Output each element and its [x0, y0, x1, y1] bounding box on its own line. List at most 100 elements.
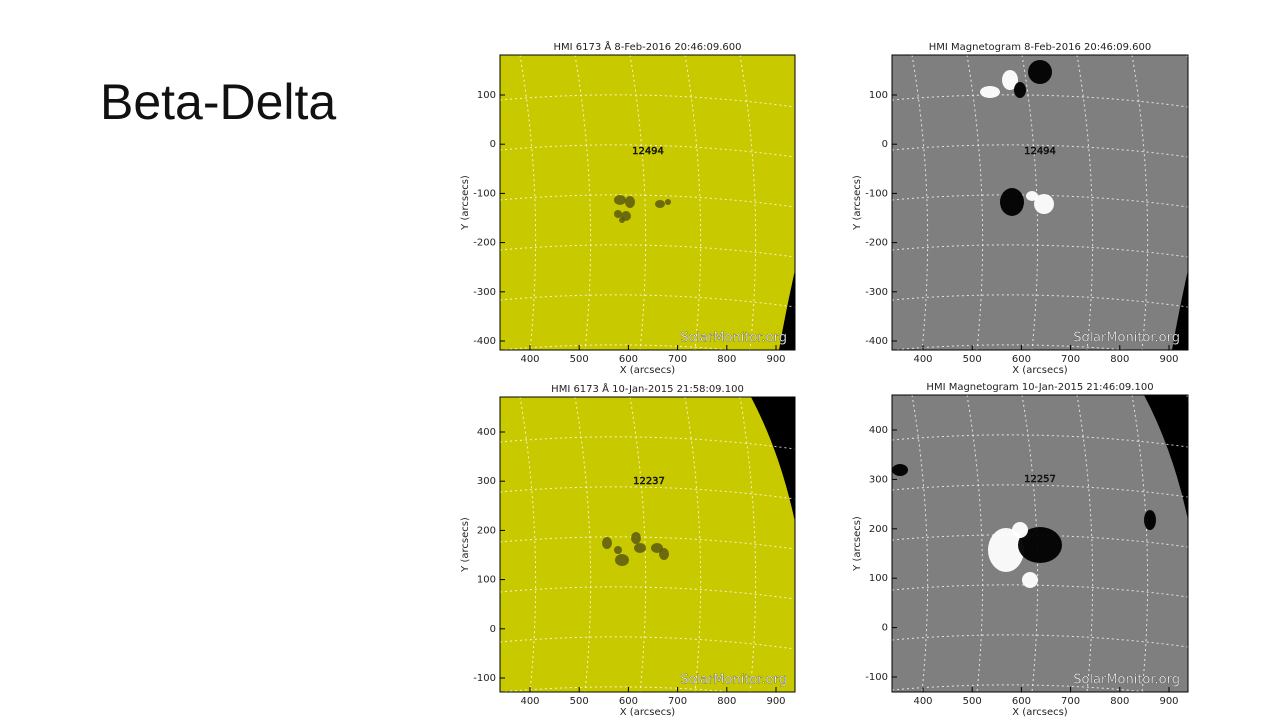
y-tick-label: 200: [869, 524, 888, 535]
y-tick-label: 0: [490, 624, 496, 635]
magnetic-patch: [980, 86, 1000, 98]
y-tick-label: 0: [882, 139, 888, 150]
solar-panel: HMI 6173 Å 10-Jan-2015 21:58:09.100 12237…: [460, 382, 796, 718]
panel-title: HMI 6173 Å 10-Jan-2015 21:58:09.100: [551, 382, 744, 395]
x-tick-label: 800: [717, 354, 736, 365]
y-tick-label: -300: [865, 287, 888, 298]
region-label: 12237: [633, 476, 665, 487]
x-tick-label: 400: [520, 354, 539, 365]
magnetic-patch: [1000, 188, 1024, 216]
y-tick-label: -300: [473, 287, 496, 298]
y-tick-label: 100: [869, 573, 888, 584]
y-tick-label: -200: [473, 238, 496, 249]
magnetic-patch: [892, 464, 908, 476]
region-label: 12494: [632, 146, 664, 157]
y-tick-label: -200: [865, 238, 888, 249]
grid-line: [1186, 55, 1188, 65]
sunspot: [659, 548, 669, 560]
magnetic-patch: [1002, 70, 1018, 90]
disk: [500, 397, 795, 692]
frame: [891, 394, 1189, 693]
y-axis-label: Y (arcsecs): [460, 517, 471, 573]
grid-line: [794, 55, 795, 59]
y-axis-label: Y (arcsecs): [852, 175, 863, 231]
magnetic-patch: [1014, 82, 1026, 98]
y-tick-label: -100: [473, 188, 496, 199]
space: [779, 270, 795, 350]
magnetic-patch: [988, 528, 1024, 572]
solar-panel: HMI Magnetogram 8-Feb-2016 20:46:09.600 1…: [852, 42, 1189, 376]
watermark: SolarMonitor.org: [680, 673, 787, 688]
y-tick-label: 100: [477, 90, 496, 101]
sunspot: [615, 554, 629, 566]
y-tick-label: 300: [869, 474, 888, 485]
x-tick-label: 600: [619, 354, 638, 365]
x-tick-label: 500: [570, 354, 589, 365]
magnetic-patch: [1022, 572, 1038, 588]
panel-image: [500, 397, 795, 692]
slide-title: Beta-Delta: [100, 74, 336, 130]
x-axis-label: X (arcsecs): [620, 365, 676, 376]
sunspot: [655, 200, 665, 208]
y-tick-label: 100: [869, 90, 888, 101]
y-tick-label: 400: [477, 427, 496, 438]
grid-line: [1186, 395, 1188, 405]
x-tick-label: 500: [963, 354, 982, 365]
y-tick-label: -100: [865, 188, 888, 199]
x-tick-label: 800: [1110, 354, 1129, 365]
x-tick-label: 400: [520, 696, 539, 707]
x-tick-label: 400: [913, 354, 932, 365]
x-tick-label: 400: [913, 696, 932, 707]
x-tick-label: 600: [1012, 354, 1031, 365]
y-tick-label: -100: [473, 673, 496, 684]
sunspot: [631, 532, 641, 544]
y-tick-label: 100: [477, 575, 496, 586]
magnetic-patch: [1028, 60, 1052, 84]
y-tick-label: 200: [477, 525, 496, 536]
x-tick-label: 900: [1159, 354, 1178, 365]
panel-title: HMI Magnetogram 8-Feb-2016 20:46:09.600: [929, 42, 1152, 53]
sunspot: [602, 537, 612, 549]
x-axis-label: X (arcsecs): [620, 707, 676, 718]
x-tick-label: 700: [668, 354, 687, 365]
sunspot: [619, 217, 625, 223]
space: [1144, 395, 1188, 520]
frame: [499, 54, 796, 351]
watermark: SolarMonitor.org: [1073, 673, 1180, 688]
x-axis-label: X (arcsecs): [1012, 707, 1068, 718]
y-tick-label: 400: [869, 425, 888, 436]
solar-panel: HMI 6173 Å 8-Feb-2016 20:46:09.600 12494 S…: [460, 40, 796, 376]
magnetic-patch: [1026, 191, 1038, 201]
disk: [500, 55, 795, 350]
region-label: 12494: [1024, 146, 1056, 157]
x-tick-label: 600: [1012, 696, 1031, 707]
magnetic-patch: [1012, 522, 1028, 538]
x-tick-label: 900: [1159, 696, 1178, 707]
space: [1172, 270, 1188, 350]
x-tick-label: 700: [668, 696, 687, 707]
x-tick-label: 700: [1061, 354, 1080, 365]
frame: [891, 54, 1189, 351]
sunspot: [614, 546, 622, 554]
y-axis-label: Y (arcsecs): [460, 175, 471, 231]
x-tick-label: 900: [766, 354, 785, 365]
sunspot: [625, 196, 635, 208]
y-tick-label: -400: [473, 336, 496, 347]
x-tick-label: 600: [619, 696, 638, 707]
solar-panel: HMI Magnetogram 10-Jan-2015 21:46:09.100…: [852, 382, 1189, 718]
sunspot: [665, 199, 671, 205]
frame: [499, 396, 796, 693]
space: [751, 397, 795, 522]
panel-image: [892, 55, 1188, 350]
watermark: SolarMonitor.org: [680, 331, 787, 346]
panel-image: [892, 395, 1188, 692]
y-tick-label: 0: [490, 139, 496, 150]
y-tick-label: -100: [865, 672, 888, 683]
grid-line: [794, 397, 795, 401]
region-label: 12257: [1024, 474, 1056, 485]
x-tick-label: 500: [963, 696, 982, 707]
sunspot: [614, 210, 622, 218]
magnetic-patch: [1144, 510, 1156, 530]
sunspot: [634, 543, 646, 553]
